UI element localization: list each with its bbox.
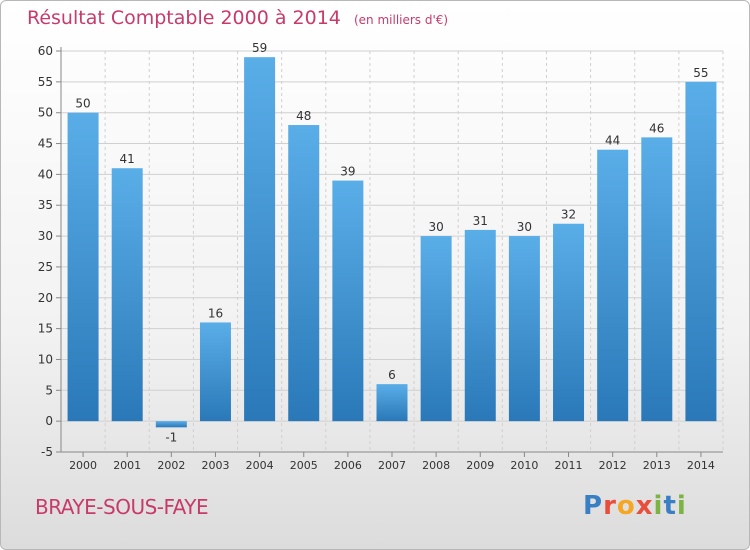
bar-2008 <box>420 236 452 422</box>
x-tick-label-2006: 2006 <box>334 459 362 472</box>
bar-2004 <box>244 57 276 422</box>
bar-2006 <box>332 180 364 422</box>
y-tick-label: 60 <box>38 44 53 58</box>
y-tick-label: 30 <box>38 229 53 243</box>
x-tick-label-2012: 2012 <box>599 459 627 472</box>
x-tick-label-2014: 2014 <box>687 459 715 472</box>
x-tick-label-2000: 2000 <box>69 459 97 472</box>
bar-2001 <box>111 168 143 422</box>
data-label-2001: 41 <box>120 152 135 166</box>
bar-2012 <box>597 149 629 422</box>
x-tick-label-2013: 2013 <box>643 459 671 472</box>
y-tick-label: 0 <box>45 414 53 428</box>
x-tick-label-2005: 2005 <box>290 459 318 472</box>
proxiti-logo[interactable]: Proxiti <box>583 491 687 521</box>
data-label-2009: 31 <box>473 214 488 228</box>
x-tick-label-2008: 2008 <box>422 459 450 472</box>
x-tick-label-2001: 2001 <box>113 459 141 472</box>
data-label-2004: 59 <box>252 41 267 55</box>
data-label-2002: -1 <box>165 430 177 444</box>
x-tick-label-2004: 2004 <box>246 459 274 472</box>
y-tick-label: -5 <box>41 445 53 459</box>
data-label-2005: 48 <box>296 109 311 123</box>
y-tick-label: 20 <box>38 291 53 305</box>
x-tick-label-2003: 2003 <box>201 459 229 472</box>
data-label-2008: 30 <box>428 220 443 234</box>
data-label-2006: 39 <box>340 165 355 179</box>
y-tick-label: 35 <box>38 198 53 212</box>
data-label-2000: 50 <box>75 97 90 111</box>
x-tick-label-2007: 2007 <box>378 459 406 472</box>
y-tick-label: 25 <box>38 260 53 274</box>
bar-2010 <box>508 236 540 422</box>
data-label-2007: 6 <box>388 368 396 382</box>
axes: -5 0 5 10 15 20 25 30 35 40 45 50 55 60 2000 2001 2002 20… <box>38 44 723 472</box>
bar-2002 <box>155 421 187 428</box>
bars <box>67 57 717 428</box>
bar-2013 <box>641 137 673 422</box>
title-row: Résultat Comptable 2000 à 2014 (en milli… <box>27 7 448 29</box>
bar-2011 <box>553 223 585 422</box>
x-tick-label-2002: 2002 <box>157 459 185 472</box>
y-tick-label: 50 <box>38 106 53 120</box>
x-tick-label-2011: 2011 <box>555 459 583 472</box>
x-tick-label-2009: 2009 <box>466 459 494 472</box>
commune-name: BRAYE-SOUS-FAYE <box>35 495 209 519</box>
y-tick-label: 40 <box>38 167 53 181</box>
y-tick-label: 5 <box>45 383 53 397</box>
data-label-2013: 46 <box>649 121 664 135</box>
data-label-2003: 16 <box>208 306 223 320</box>
data-labels: 50 41 -1 16 59 48 39 6 30 31 30 32 44 46 55 <box>75 41 708 444</box>
bar-2000 <box>67 112 99 422</box>
bar-2007 <box>376 384 408 422</box>
bar-2009 <box>464 229 496 422</box>
bar-2005 <box>288 125 320 422</box>
y-tick-label: 15 <box>38 322 53 336</box>
grid-lines <box>60 50 724 453</box>
chart-title: Résultat Comptable 2000 à 2014 <box>27 7 341 29</box>
bar-2014 <box>685 81 717 422</box>
y-tick-label: 45 <box>38 137 53 151</box>
y-tick-label: 55 <box>38 75 53 89</box>
data-label-2012: 44 <box>605 134 620 148</box>
data-label-2014: 55 <box>693 66 708 80</box>
y-tick-label: 10 <box>38 352 53 366</box>
chart-unit: (en milliers d'€) <box>353 13 449 27</box>
bar-2003 <box>199 322 231 422</box>
data-label-2011: 32 <box>561 208 576 222</box>
x-tick-label-2010: 2010 <box>510 459 538 472</box>
data-label-2010: 30 <box>517 220 532 234</box>
